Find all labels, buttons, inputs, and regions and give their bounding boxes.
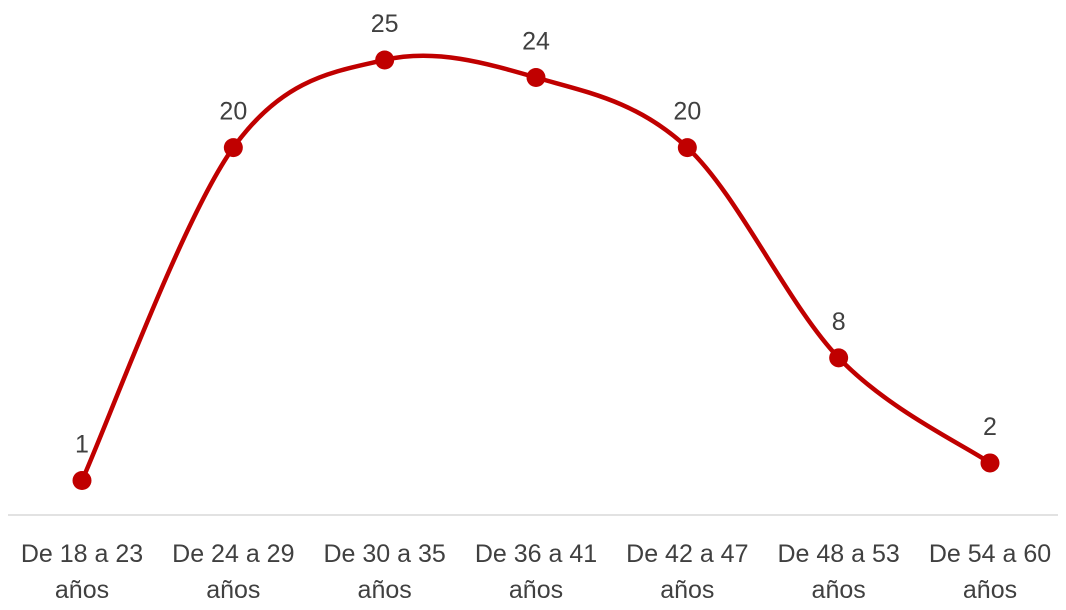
data-point (223, 138, 243, 158)
series-line (79, 53, 993, 483)
data-point (526, 68, 546, 88)
data-label: 2 (983, 413, 997, 441)
x-tick-label: De 18 a 23 años (21, 540, 143, 604)
x-tick-label: De 54 a 60 años (929, 540, 1051, 604)
data-point (829, 348, 849, 368)
data-labels: 1 20 25 24 20 8 2 (75, 10, 997, 458)
data-point (677, 138, 697, 158)
data-point (72, 470, 92, 490)
data-point (980, 453, 1000, 473)
data-label: 24 (522, 28, 550, 56)
x-tick-label: De 42 a 47 años (626, 540, 748, 604)
x-tick-label: De 24 a 29 años (172, 540, 294, 604)
data-label: 25 (371, 10, 399, 38)
data-label: 20 (673, 98, 701, 126)
data-label: 1 (75, 430, 89, 458)
x-tick-label: De 30 a 35 años (324, 540, 446, 604)
data-label: 20 (219, 98, 247, 126)
series-line-layer (79, 53, 993, 483)
data-point (375, 50, 395, 70)
x-tick-label: De 36 a 41 años (475, 540, 597, 604)
series-markers (72, 50, 1000, 490)
x-tick-label: De 48 a 53 años (778, 540, 900, 604)
x-tick-labels: De 18 a 23 años De 24 a 29 años De 30 a 35 añ… (21, 540, 1051, 604)
data-label: 8 (832, 308, 846, 336)
